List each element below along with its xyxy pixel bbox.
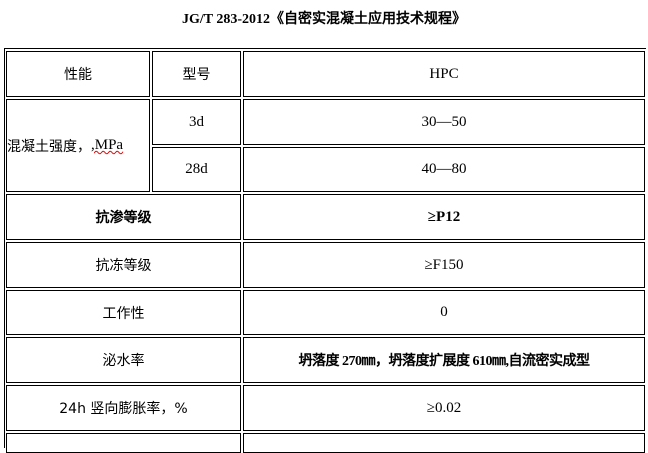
header-value: HPC bbox=[243, 51, 645, 97]
row-property: 抗渗等级 bbox=[6, 194, 241, 240]
header-property: 性能 bbox=[6, 51, 150, 97]
header-model: 型号 bbox=[152, 51, 241, 97]
row-partial bbox=[243, 433, 645, 453]
row-value: ≥F150 bbox=[243, 242, 645, 288]
strength-value-28d: 40—80 bbox=[243, 147, 645, 192]
row-property: 工作性 bbox=[6, 290, 241, 335]
strength-label: 混凝土强度， ,MPa bbox=[6, 99, 150, 192]
row-property: 24h 竖向膨胀率，% bbox=[6, 385, 241, 431]
strength-value-3d: 30—50 bbox=[243, 99, 645, 145]
strength-age-3d: 3d bbox=[152, 99, 241, 145]
strength-unit: ,MPa bbox=[91, 137, 124, 153]
row-value: 0 bbox=[243, 290, 645, 335]
row-property: 抗冻等级 bbox=[6, 242, 241, 288]
row-value: 坍落度 270㎜，坍落度扩展度 610㎜,自流密实成型 bbox=[243, 337, 645, 383]
spec-table bbox=[4, 48, 646, 448]
row-property: 泌水率 bbox=[6, 337, 241, 383]
document-title: JG/T 283-2012《自密实混凝土应用技术规程》 bbox=[181, 12, 467, 27]
row-value: ≥P12 bbox=[243, 194, 645, 240]
strength-age-28d: 28d bbox=[152, 147, 241, 192]
row-value: ≥0.02 bbox=[243, 385, 645, 431]
strength-label-text: 混凝土强度， bbox=[7, 138, 91, 155]
row-partial bbox=[6, 433, 241, 453]
